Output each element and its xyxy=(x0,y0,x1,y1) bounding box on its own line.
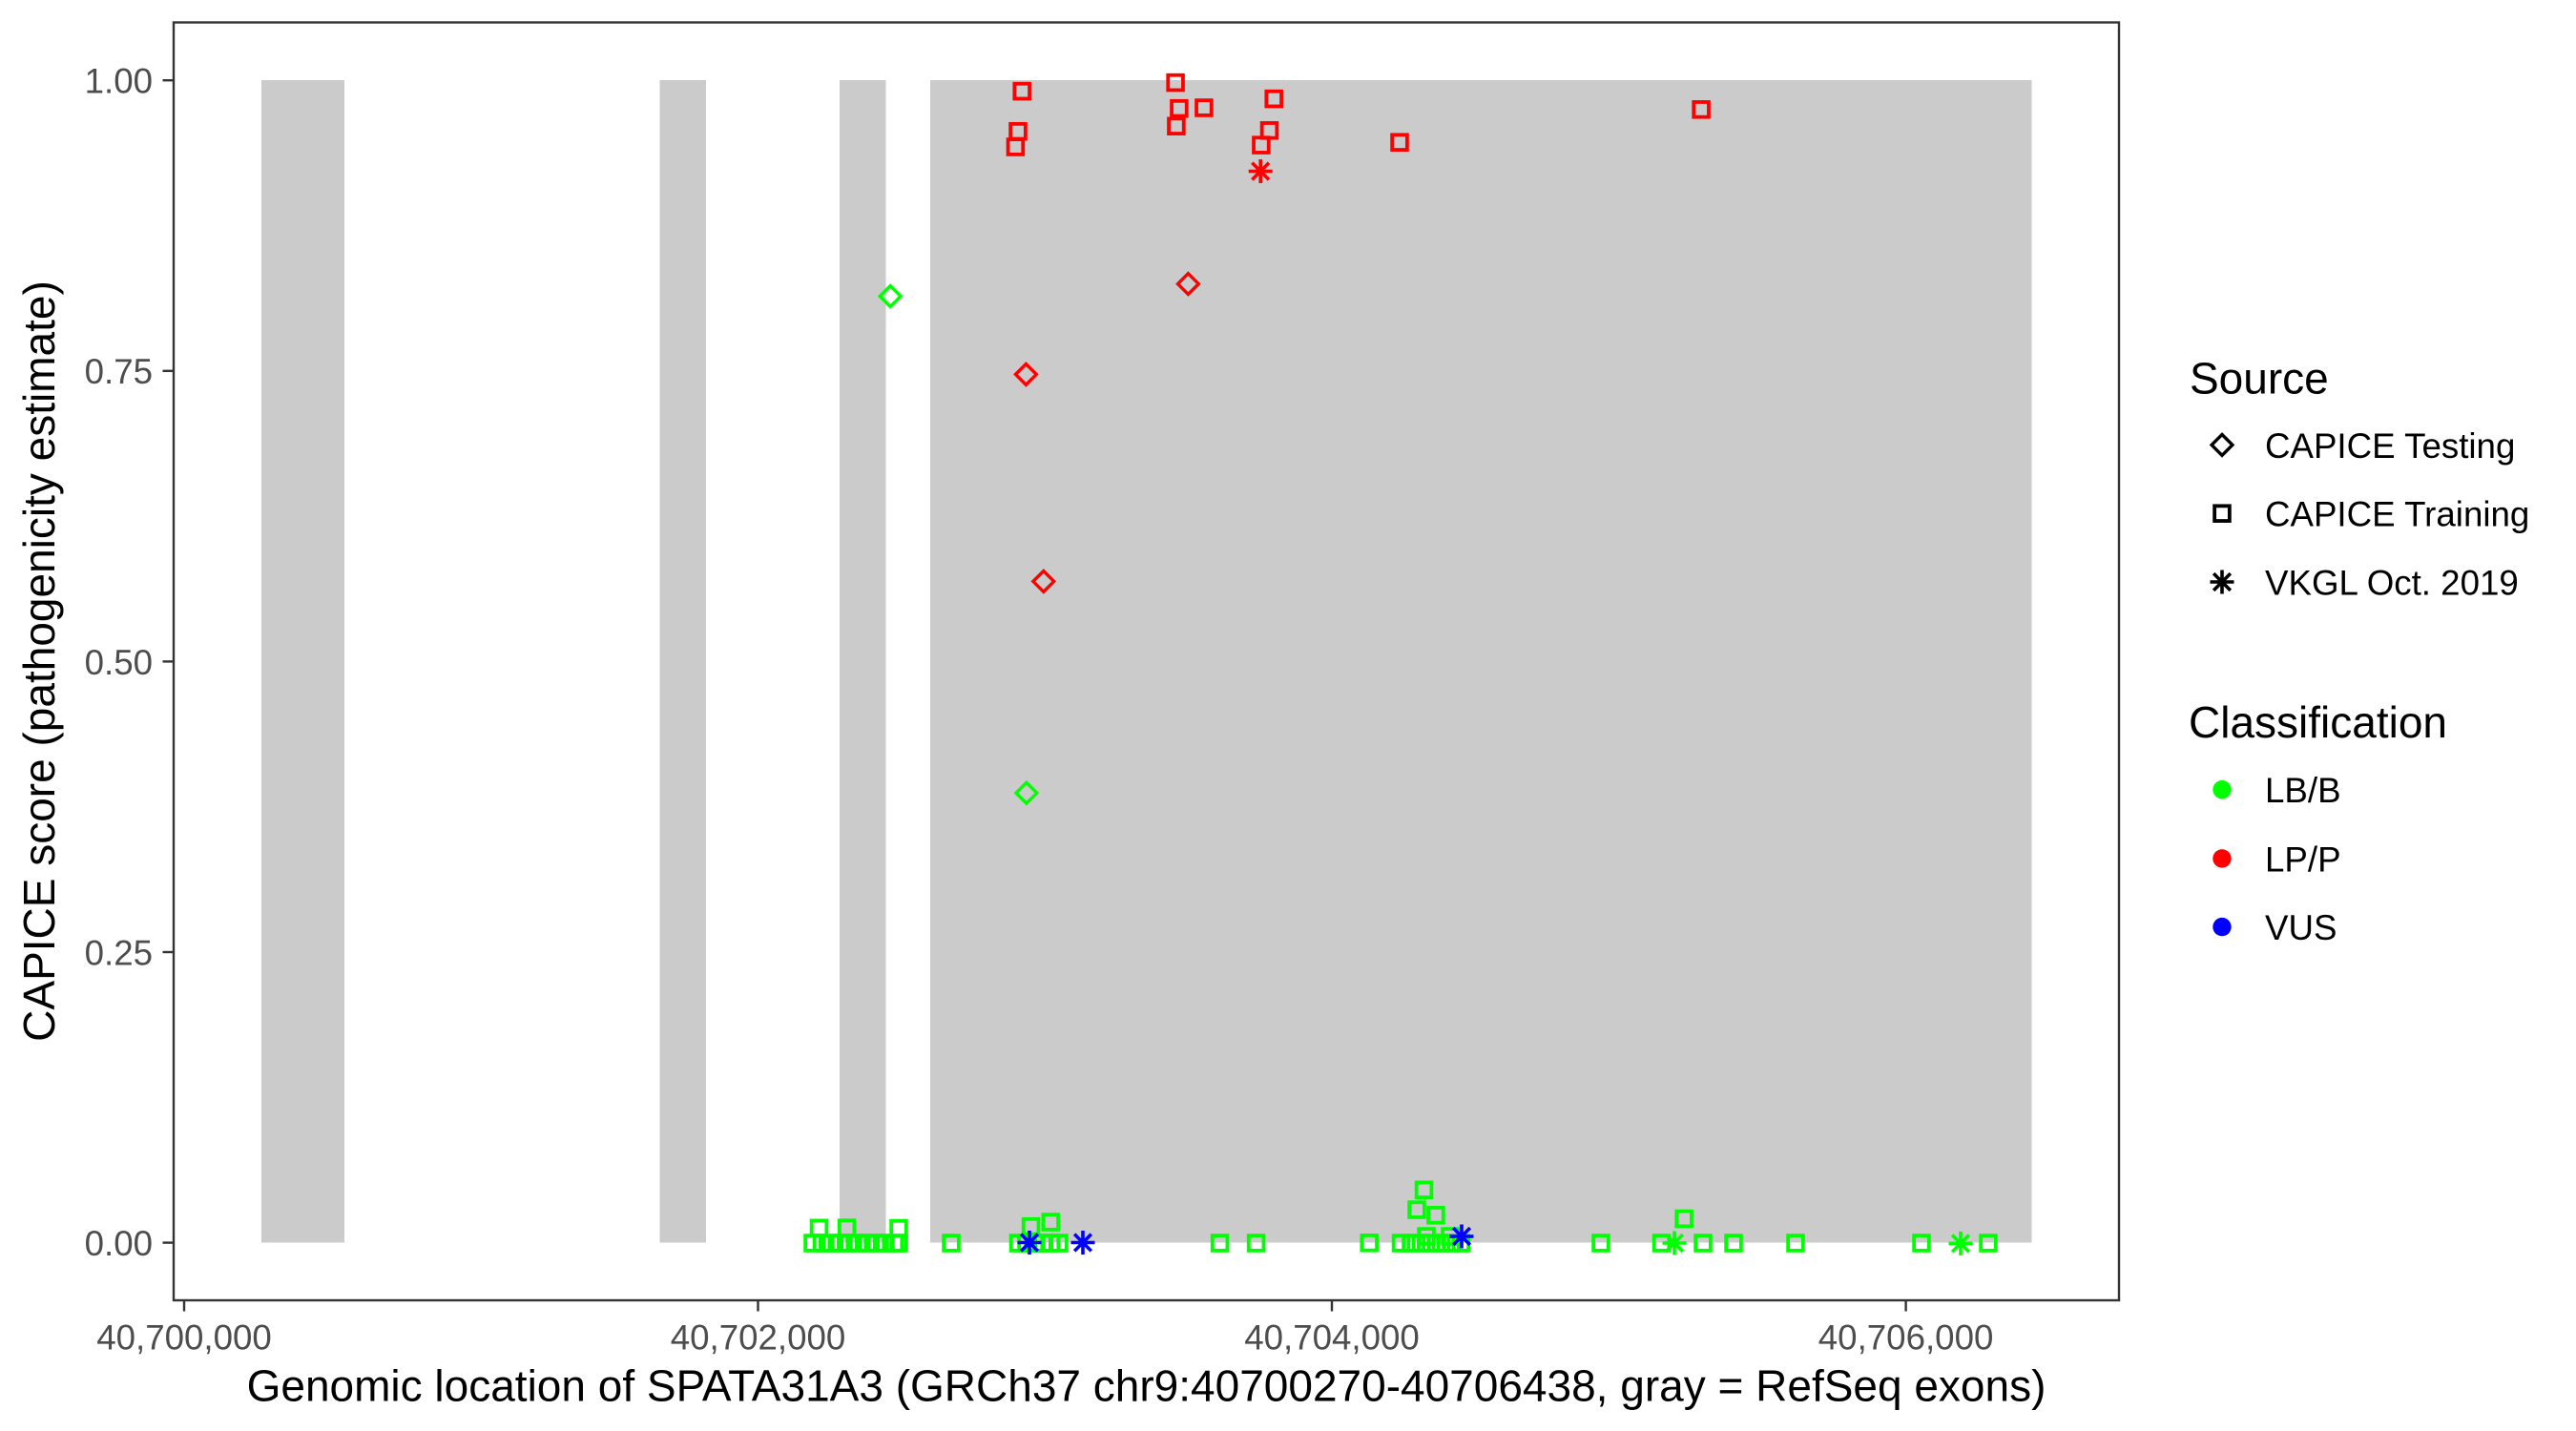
svg-text:1.00: 1.00 xyxy=(85,62,153,101)
svg-text:0.00: 0.00 xyxy=(85,1224,153,1263)
svg-text:40,706,000: 40,706,000 xyxy=(1818,1318,1994,1358)
svg-text:CAPICE Training: CAPICE Training xyxy=(2265,495,2529,534)
svg-text:Classification: Classification xyxy=(2189,697,2447,747)
svg-text:VUS: VUS xyxy=(2265,908,2337,947)
svg-text:40,704,000: 40,704,000 xyxy=(1244,1318,1420,1358)
svg-text:40,702,000: 40,702,000 xyxy=(671,1318,846,1358)
svg-text:VKGL Oct. 2019: VKGL Oct. 2019 xyxy=(2265,563,2519,602)
svg-text:LB/B: LB/B xyxy=(2265,771,2341,810)
svg-text:Source: Source xyxy=(2190,354,2329,404)
svg-text:Genomic location of SPATA31A3: Genomic location of SPATA31A3 (GRCh37 ch… xyxy=(247,1361,2046,1411)
svg-text:CAPICE score (pathogenicity es: CAPICE score (pathogenicity estimate) xyxy=(14,280,64,1042)
svg-text:0.75: 0.75 xyxy=(85,352,153,391)
svg-text:LP/P: LP/P xyxy=(2265,840,2341,879)
svg-text:0.25: 0.25 xyxy=(85,933,153,972)
svg-text:40,700,000: 40,700,000 xyxy=(96,1318,272,1358)
svg-text:0.50: 0.50 xyxy=(85,643,153,682)
svg-text:CAPICE Testing: CAPICE Testing xyxy=(2265,426,2515,466)
